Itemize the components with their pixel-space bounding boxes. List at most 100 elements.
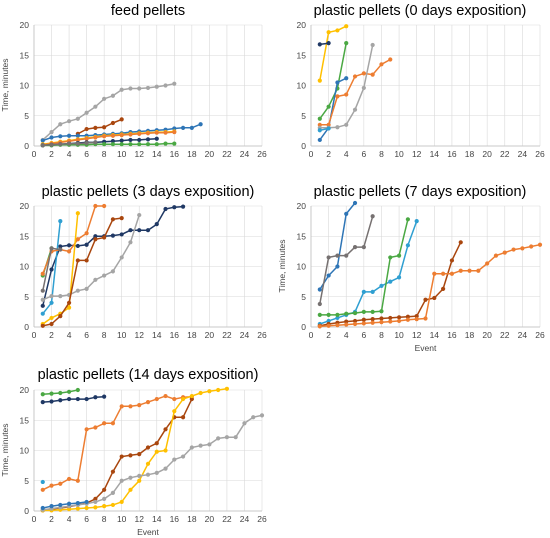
x-tick-label: 14	[152, 514, 162, 524]
data-point	[405, 317, 410, 322]
data-point	[198, 443, 203, 448]
data-point	[128, 132, 133, 137]
x-tick-label: 2	[49, 149, 54, 159]
data-point	[128, 475, 133, 480]
data-point	[344, 92, 349, 97]
data-point	[93, 395, 98, 400]
x-tick-label: 0	[32, 149, 37, 159]
series-green	[40, 387, 80, 397]
data-point	[93, 104, 98, 109]
data-point	[317, 128, 322, 133]
y-tick-label: 5	[24, 476, 29, 486]
data-point	[145, 461, 151, 466]
x-axis-label: Event	[415, 343, 437, 353]
data-point	[259, 413, 265, 418]
data-point	[110, 269, 116, 274]
data-point	[467, 268, 472, 273]
x-tick-label: 22	[500, 330, 510, 340]
data-point	[207, 442, 212, 447]
data-point	[66, 396, 72, 402]
data-point	[84, 231, 89, 236]
data-point	[180, 415, 186, 420]
series-orange	[40, 203, 107, 276]
data-point	[58, 390, 63, 396]
data-point	[110, 217, 116, 222]
data-point	[154, 142, 159, 147]
data-point	[344, 322, 349, 327]
y-tick-label: 15	[297, 50, 307, 60]
data-point	[344, 319, 349, 324]
x-tick-label: 6	[84, 330, 89, 340]
data-point	[110, 139, 116, 144]
data-point	[66, 507, 72, 512]
data-point	[154, 470, 159, 475]
y-tick-label: 0	[301, 322, 306, 332]
data-point	[102, 125, 107, 130]
data-point	[93, 125, 98, 130]
data-point	[93, 234, 98, 239]
data-point	[154, 130, 159, 135]
data-point	[485, 261, 490, 266]
data-point	[207, 389, 212, 394]
data-point	[520, 246, 525, 251]
data-point	[405, 314, 410, 319]
data-point	[137, 212, 142, 218]
data-point	[441, 286, 446, 291]
data-point	[370, 214, 375, 219]
data-point	[396, 275, 402, 280]
data-point	[172, 409, 177, 414]
x-tick-label: 12	[134, 330, 144, 340]
data-point	[75, 211, 80, 216]
data-point	[172, 457, 177, 462]
data-point	[102, 273, 107, 278]
data-point	[49, 504, 54, 509]
data-point	[458, 240, 463, 245]
x-tick-label: 24	[240, 514, 250, 524]
chart-plastic-14-days: plastic pellets (14 days exposition)0 2 4 6…	[0, 367, 267, 537]
data-point	[414, 317, 419, 322]
x-tick-label: 18	[187, 330, 197, 340]
data-point	[317, 312, 322, 317]
data-point	[370, 320, 375, 325]
data-point	[233, 435, 238, 440]
data-point	[93, 425, 98, 430]
data-point	[180, 396, 186, 402]
data-point	[370, 72, 375, 77]
data-point	[317, 122, 322, 127]
x-tick-label: 12	[412, 149, 422, 159]
data-point	[352, 310, 358, 316]
y-tick-label: 15	[20, 415, 30, 425]
data-point	[119, 138, 124, 143]
data-point	[335, 253, 340, 258]
data-point	[137, 137, 142, 143]
data-point	[93, 277, 98, 282]
data-point	[49, 483, 54, 488]
x-tick-label: 8	[379, 330, 384, 340]
data-point	[396, 315, 402, 320]
x-tick-label: 22	[222, 149, 232, 159]
series-lightblue	[317, 219, 419, 327]
series-lightblue	[40, 479, 45, 485]
data-point	[102, 142, 107, 147]
data-point	[317, 137, 322, 143]
data-point	[75, 243, 80, 249]
series-brown	[40, 216, 124, 328]
data-point	[335, 80, 340, 85]
y-tick-label: 5	[301, 292, 306, 302]
x-tick-label: 14	[430, 330, 440, 340]
data-point	[58, 247, 63, 252]
series-line	[42, 205, 184, 306]
data-point	[423, 316, 428, 321]
data-point	[180, 125, 186, 130]
series-navy	[40, 394, 107, 405]
y-tick-label: 0	[24, 506, 29, 516]
data-point	[405, 217, 410, 222]
data-point	[75, 288, 80, 293]
data-point	[110, 233, 116, 238]
series-orange	[40, 393, 194, 492]
data-point	[75, 237, 80, 242]
x-tick-label: 22	[500, 149, 510, 159]
data-point	[58, 134, 63, 139]
data-point	[128, 142, 133, 147]
data-point	[40, 303, 45, 308]
